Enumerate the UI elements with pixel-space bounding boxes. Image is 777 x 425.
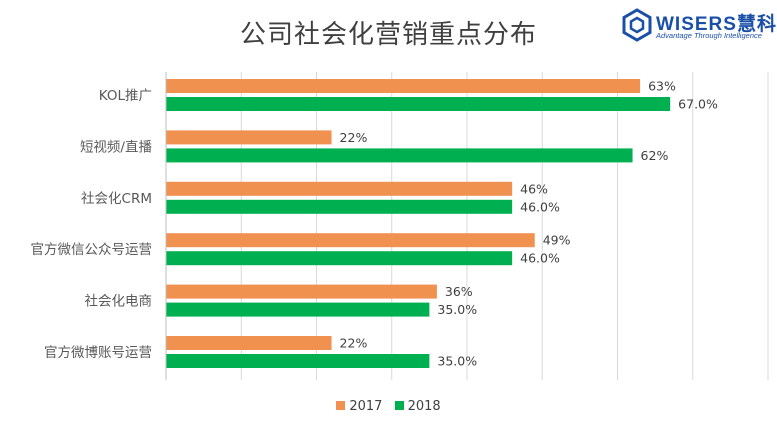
bar-2017 [166, 181, 513, 196]
legend-label-2018: 2018 [407, 399, 441, 414]
category-label: 短视频/直播 [80, 139, 153, 155]
data-label-2017: 46% [520, 181, 548, 196]
category-label: KOL推广 [99, 88, 152, 104]
legend-item-2017: 2017 [336, 399, 382, 414]
bar-2017 [166, 284, 437, 299]
bar-2017 [166, 233, 535, 248]
legend-label-2017: 2017 [349, 399, 383, 414]
legend: 2017 2018 [0, 399, 777, 414]
data-label-2018: 35.0% [437, 354, 477, 369]
data-label-2018: 67.0% [678, 97, 718, 112]
data-label-2017: 63% [648, 79, 676, 94]
wisers-logo: WISERS慧科 Advantage Through Intelligence [622, 8, 776, 44]
wisers-hexagon-icon [622, 8, 652, 42]
data-label-2017: 36% [445, 284, 473, 299]
bar-2018 [166, 148, 633, 163]
data-label-2017: 22% [340, 336, 368, 351]
chart-title: 公司社会化营销重点分布 [239, 20, 537, 50]
legend-swatch-2017 [336, 401, 346, 410]
bar-2018 [166, 251, 513, 266]
category-label: 社会化电商 [85, 294, 153, 310]
bar-2017 [166, 79, 641, 93]
bar-2018 [166, 354, 430, 368]
data-label-2017: 49% [543, 233, 571, 248]
bar-2018 [166, 97, 671, 111]
bar-2018 [166, 302, 430, 317]
data-label-2018: 46.0% [520, 251, 560, 266]
logo-tagline: Advantage Through Intelligence [656, 31, 762, 40]
category-label: 官方微博账号运营 [44, 344, 152, 361]
bar-2018 [166, 199, 513, 214]
logo-wordmark: WISERS慧科 [656, 14, 777, 35]
category-label: 社会化CRM [81, 191, 152, 207]
legend-item-2018: 2018 [394, 399, 441, 414]
category-label: 官方微信公众号运营 [31, 242, 153, 258]
data-label-2018: 46.0% [520, 199, 560, 214]
data-label-2018: 35.0% [437, 302, 477, 317]
data-label-2017: 22% [340, 130, 368, 145]
legend-swatch-2018 [394, 401, 404, 410]
bar-2017 [166, 336, 332, 350]
data-label-2018: 62% [641, 148, 669, 163]
bar-2017 [166, 130, 332, 145]
